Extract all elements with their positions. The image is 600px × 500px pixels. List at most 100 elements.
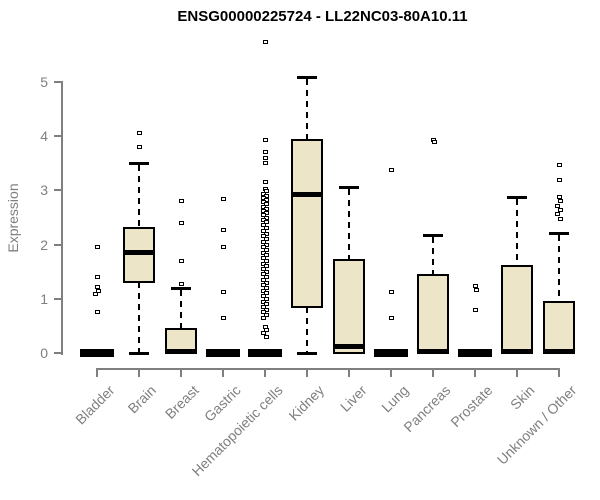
upper-whisker-breast: [180, 289, 182, 329]
outlier-point-hematopoietic-cells: [264, 215, 270, 220]
median-kidney: [291, 192, 323, 198]
box-kidney: [291, 138, 323, 308]
y-tick-label: 5: [40, 74, 48, 90]
outlier-point-unknown-other: [558, 216, 564, 221]
outlier-point-hematopoietic-cells: [260, 266, 266, 271]
x-axis-tick: [516, 368, 518, 377]
outlier-point-hematopoietic-cells: [264, 264, 270, 269]
outlier-point-hematopoietic-cells: [260, 250, 266, 255]
collapsed-box-bladder: [80, 349, 114, 357]
outlier-point-unknown-other: [554, 212, 560, 217]
outlier-point-breast: [178, 199, 184, 204]
y-axis-line: [61, 81, 63, 355]
outlier-point-hematopoietic-cells: [260, 304, 266, 309]
outlier-point-hematopoietic-cells: [264, 269, 270, 274]
outlier-point-hematopoietic-cells: [260, 213, 266, 218]
outlier-point-hematopoietic-cells: [262, 39, 268, 44]
upper-whisker-cap-pancreas: [423, 233, 443, 237]
outlier-point-hematopoietic-cells: [264, 198, 270, 203]
median-unknown-other: [543, 348, 575, 354]
outlier-point-hematopoietic-cells: [264, 328, 270, 333]
outlier-point-hematopoietic-cells: [260, 283, 266, 288]
outlier-point-hematopoietic-cells: [260, 234, 266, 239]
y-axis-tick: [54, 243, 62, 246]
y-axis-label: Expression: [5, 183, 21, 253]
median-breast: [165, 348, 197, 354]
outlier-point-brain: [136, 145, 142, 150]
outlier-point-breast: [178, 258, 184, 263]
outlier-point-breast: [178, 281, 184, 286]
outlier-point-lung: [388, 315, 394, 320]
outlier-point-hematopoietic-cells: [260, 239, 266, 244]
upper-whisker-cap-liver: [339, 186, 359, 190]
outlier-point-hematopoietic-cells: [264, 253, 270, 258]
outlier-point-lung: [388, 289, 394, 294]
outlier-point-bladder: [94, 275, 100, 280]
outlier-point-hematopoietic-cells: [262, 137, 268, 142]
upper-whisker-cap-breast: [171, 286, 191, 290]
outlier-point-pancreas: [432, 139, 438, 144]
x-axis-tick: [348, 368, 350, 377]
outlier-point-hematopoietic-cells: [262, 150, 268, 155]
outlier-point-hematopoietic-cells: [264, 206, 270, 211]
outlier-point-unknown-other: [556, 162, 562, 167]
outlier-point-hematopoietic-cells: [264, 296, 270, 301]
outlier-point-hematopoietic-cells: [260, 272, 266, 277]
upper-whisker-liver: [348, 189, 350, 260]
outlier-point-hematopoietic-cells: [260, 299, 266, 304]
upper-whisker-pancreas: [432, 236, 434, 275]
outlier-point-bladder: [96, 288, 102, 293]
outlier-point-hematopoietic-cells: [264, 211, 270, 216]
upper-whisker-kidney: [306, 78, 308, 140]
outlier-point-hematopoietic-cells: [260, 204, 266, 209]
upper-whisker-cap-skin: [507, 195, 527, 199]
lower-whisker-cap-brain: [129, 352, 149, 355]
chart-title: ENSG00000225724 - LL22NC03-80A10.11: [177, 8, 468, 25]
upper-whisker-cap-kidney: [297, 75, 317, 79]
outlier-point-hematopoietic-cells: [264, 242, 270, 247]
collapsed-box-lung: [374, 349, 408, 357]
y-axis-tick: [54, 135, 62, 138]
outlier-point-hematopoietic-cells: [260, 331, 266, 336]
outlier-point-hematopoietic-cells: [264, 334, 270, 339]
outlier-point-hematopoietic-cells: [264, 189, 270, 194]
median-pancreas: [417, 348, 449, 354]
outlier-point-hematopoietic-cells: [260, 195, 266, 200]
upper-whisker-skin: [516, 198, 518, 267]
x-axis-tick: [558, 368, 560, 377]
outlier-point-hematopoietic-cells: [264, 226, 270, 231]
x-axis-line: [96, 368, 560, 370]
outlier-point-breast: [178, 220, 184, 225]
outlier-point-prostate: [474, 287, 480, 292]
x-tick-label-prostate: Prostate: [447, 382, 496, 431]
median-skin: [501, 348, 533, 354]
outlier-point-hematopoietic-cells: [260, 191, 266, 196]
outlier-point-hematopoietic-cells: [264, 258, 270, 263]
x-tick-label-unknown-other: Unknown / Other: [493, 382, 580, 468]
outlier-point-prostate: [472, 307, 478, 312]
y-axis-tick: [54, 81, 62, 83]
outlier-point-unknown-other: [558, 199, 564, 204]
x-axis-tick: [138, 368, 140, 377]
x-tick-label-liver: Liver: [336, 382, 370, 415]
outlier-point-bladder: [92, 292, 98, 297]
outlier-point-hematopoietic-cells: [260, 208, 266, 213]
outlier-point-gastric: [220, 315, 226, 320]
x-tick-label-kidney: Kidney: [285, 382, 328, 424]
y-tick-label: 2: [40, 236, 48, 253]
outlier-point-unknown-other: [556, 194, 562, 199]
x-axis-tick: [474, 368, 476, 377]
y-tick-label: 4: [40, 128, 48, 145]
outlier-point-gastric: [220, 289, 226, 294]
outlier-point-hematopoietic-cells: [264, 231, 270, 236]
x-tick-label-breast: Breast: [161, 382, 202, 422]
outlier-point-hematopoietic-cells: [260, 200, 266, 205]
box-brain: [123, 227, 155, 283]
y-tick-label: 0: [40, 345, 48, 361]
median-liver: [333, 343, 365, 349]
upper-whisker-unknown-other: [558, 235, 560, 302]
outlier-point-hematopoietic-cells: [264, 202, 270, 207]
x-axis-tick: [180, 368, 182, 377]
outlier-point-hematopoietic-cells: [260, 223, 266, 228]
